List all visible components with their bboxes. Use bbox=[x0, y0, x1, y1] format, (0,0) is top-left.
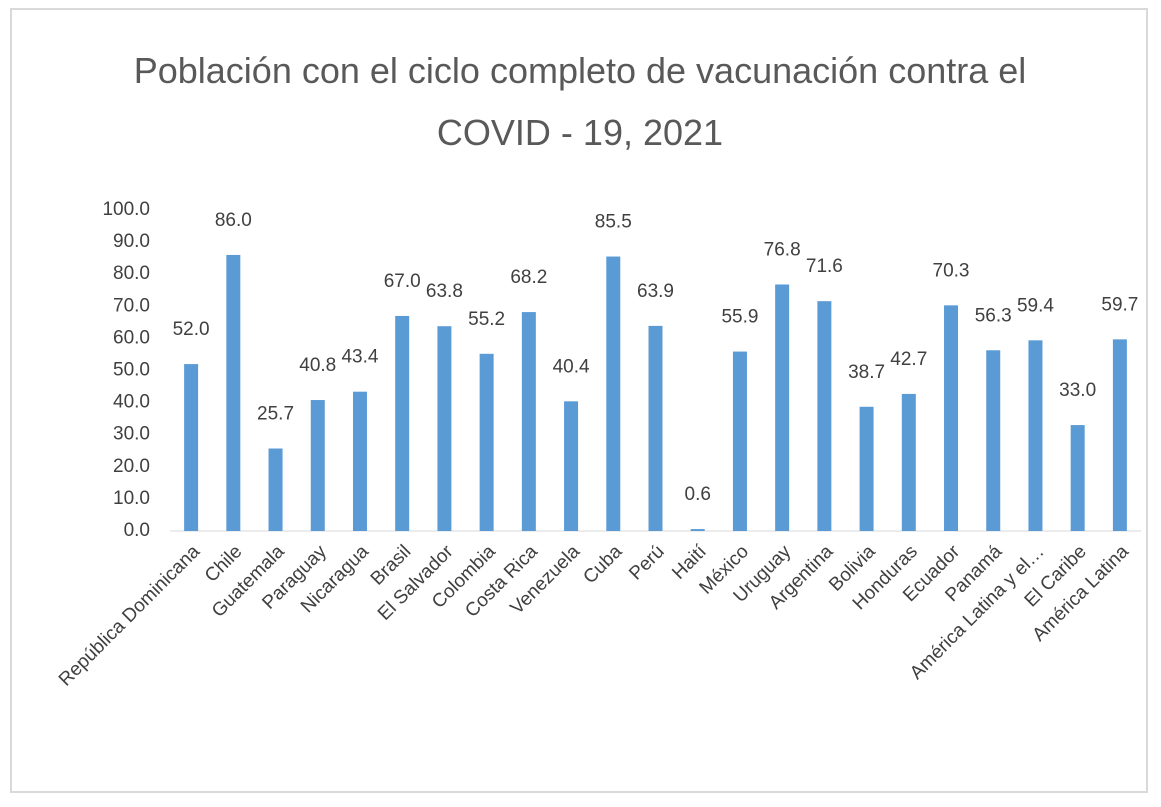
bar bbox=[479, 353, 494, 531]
value-label: 38.7 bbox=[848, 362, 885, 383]
bar bbox=[986, 350, 1001, 531]
value-label: 86.0 bbox=[215, 210, 252, 231]
y-tick-label: 100.0 bbox=[102, 199, 150, 220]
value-label: 76.8 bbox=[764, 239, 801, 260]
bar bbox=[521, 312, 536, 531]
value-label: 59.7 bbox=[1101, 294, 1138, 315]
y-tick-label: 10.0 bbox=[113, 488, 150, 509]
value-label: 0.6 bbox=[685, 484, 711, 505]
bar bbox=[395, 315, 410, 531]
bar bbox=[1070, 425, 1085, 531]
value-label: 33.0 bbox=[1059, 380, 1096, 401]
value-label: 63.9 bbox=[637, 281, 674, 302]
value-label: 63.8 bbox=[426, 281, 463, 302]
y-tick-label: 50.0 bbox=[113, 360, 150, 381]
y-tick-label: 20.0 bbox=[113, 456, 150, 477]
bar bbox=[732, 351, 747, 531]
bar bbox=[690, 529, 705, 531]
bar bbox=[859, 406, 874, 531]
bar bbox=[184, 364, 199, 531]
value-label: 71.6 bbox=[806, 256, 843, 277]
value-label: 40.8 bbox=[299, 355, 336, 376]
y-tick-label: 0.0 bbox=[124, 520, 150, 541]
bar bbox=[944, 305, 959, 531]
value-label: 85.5 bbox=[595, 212, 632, 233]
y-tick-label: 60.0 bbox=[113, 327, 150, 348]
value-label: 42.7 bbox=[890, 349, 927, 370]
bar bbox=[437, 326, 452, 531]
bar bbox=[564, 401, 579, 531]
value-label: 43.4 bbox=[341, 347, 378, 368]
y-tick-label: 90.0 bbox=[113, 231, 150, 252]
y-tick-label: 30.0 bbox=[113, 424, 150, 445]
bar bbox=[648, 325, 663, 531]
bar bbox=[352, 391, 367, 531]
value-label: 68.2 bbox=[510, 267, 547, 288]
bar bbox=[1112, 339, 1127, 531]
bar bbox=[775, 284, 790, 531]
value-label: 67.0 bbox=[384, 271, 421, 292]
bar bbox=[1028, 340, 1043, 531]
x-tick-label: Perú bbox=[625, 541, 668, 584]
value-label: 56.3 bbox=[975, 305, 1012, 326]
value-label: 40.4 bbox=[553, 356, 590, 377]
bar bbox=[226, 254, 241, 531]
y-tick-label: 40.0 bbox=[113, 392, 150, 413]
value-label: 52.0 bbox=[173, 319, 210, 340]
bar bbox=[817, 301, 832, 531]
value-label: 59.4 bbox=[1017, 295, 1054, 316]
bar bbox=[901, 393, 916, 531]
value-label: 55.2 bbox=[468, 309, 505, 330]
value-label: 70.3 bbox=[933, 260, 970, 281]
y-tick-label: 70.0 bbox=[113, 295, 150, 316]
value-label: 55.9 bbox=[721, 307, 758, 328]
bar bbox=[606, 256, 621, 531]
x-tick-label: Cuba bbox=[579, 541, 626, 588]
x-tick-label: República Dominicana bbox=[55, 541, 205, 691]
chart-frame bbox=[10, 8, 1148, 793]
y-tick-label: 80.0 bbox=[113, 263, 150, 284]
bar bbox=[310, 400, 325, 531]
value-label: 25.7 bbox=[257, 404, 294, 425]
bar bbox=[268, 448, 283, 531]
chart-title: Población con el ciclo completo de vacun… bbox=[133, 50, 1027, 153]
